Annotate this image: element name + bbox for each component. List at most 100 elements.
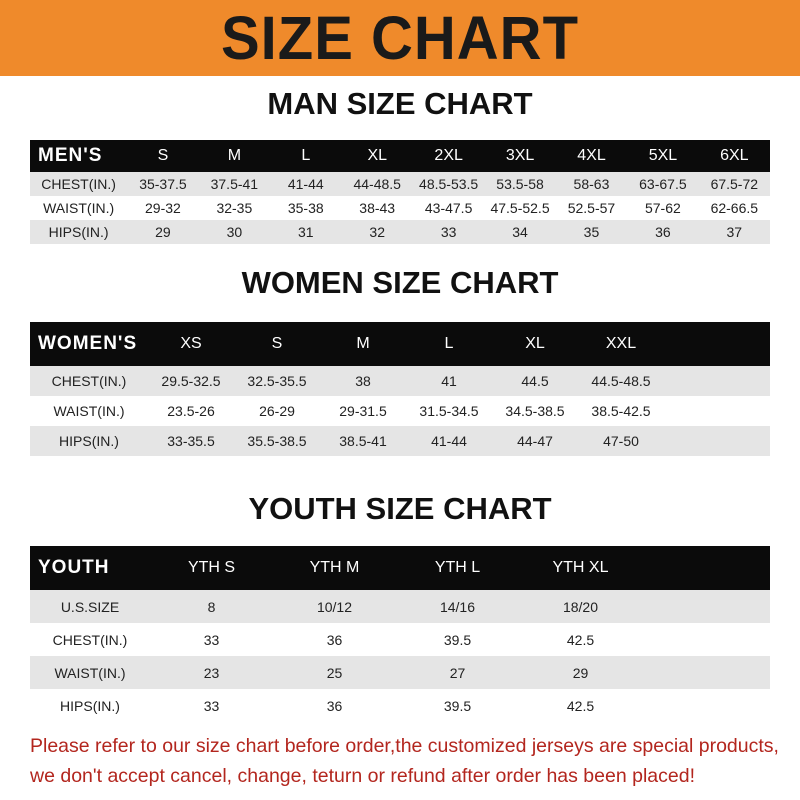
table-row: WAIST(IN.) 29-32 32-35 35-38 38-43 43-47.5 47.…	[30, 196, 770, 220]
table-row: WAIST(IN.) 23.5-26 26-29 29-31.5 31.5-34.5 34…	[30, 396, 770, 426]
table-cell: 33-35.5	[167, 433, 215, 449]
table-cell: 44.5-48.5	[591, 373, 651, 389]
size-header: 3XL	[505, 147, 535, 164]
table-cell: 48.5-53.5	[419, 176, 479, 192]
table-cell: 38-43	[359, 200, 396, 216]
table-cell: 36	[326, 631, 343, 648]
table-cell: 36	[655, 224, 671, 240]
table-cell: 35.5-38.5	[247, 433, 307, 449]
table-cell: 29-31.5	[339, 403, 387, 419]
row-label: WAIST(IN.)	[43, 200, 115, 216]
table-cell: 10/12	[316, 598, 353, 615]
size-header: L	[301, 147, 311, 164]
women-size-table: WOMEN'S XS S M L XL XXL CHEST(IN.) 29.5-32.5 32.5…	[30, 322, 770, 456]
table-cell: 53.5-58	[496, 176, 544, 192]
banner-title: SIZE CHART	[221, 3, 579, 73]
table-row: CHEST(IN.) 29.5-32.5 32.5-35.5 38 41 44.5 44.5…	[30, 366, 770, 396]
table-cell: 26-29	[259, 403, 295, 419]
table-cell: 32	[369, 224, 385, 240]
men-size-table: MEN'S S M L XL 2XL 3XL 4XL 5XL 6XL CHEST(IN.) 35-37…	[30, 140, 770, 244]
size-header: YTH M	[309, 559, 360, 576]
size-header: S	[157, 147, 169, 164]
table-row: HIPS(IN.) 33-35.5 35.5-38.5 38.5-41 41-44 44-…	[30, 426, 770, 456]
table-cell: 47.5-52.5	[490, 200, 550, 216]
size-header: XXL	[605, 335, 637, 352]
row-label: HIPS(IN.)	[59, 433, 119, 449]
size-header: 6XL	[720, 147, 749, 164]
table-row: HIPS(IN.) 33 36 39.5 42.5	[30, 689, 770, 722]
table-cell: 38	[355, 373, 371, 389]
notice-line-2: we don't accept cancel, change, teturn o…	[30, 765, 695, 787]
table-row: U.S.SIZE 8 10/12 14/16 18/20	[30, 590, 770, 623]
title-banner: SIZE CHART	[0, 0, 800, 76]
table-row: CHEST(IN.) 35-37.5 37.5-41 41-44 44-48.5 48.5…	[30, 172, 770, 196]
youth-size-table: YOUTH YTH S YTH M YTH L YTH XL U.S.SIZE 8 10/12…	[30, 546, 770, 722]
table-cell: 44.5	[521, 373, 549, 389]
table-cell: 62-66.5	[710, 200, 759, 216]
table-cell: 44-48.5	[353, 176, 401, 192]
table-cell: 31	[297, 224, 314, 240]
row-label: WAIST(IN.)	[54, 664, 126, 681]
table-cell: 37.5-41	[210, 176, 259, 192]
table-cell: 44-47	[517, 433, 553, 449]
table-cell: 30	[226, 224, 243, 240]
table-cell: 34.5-38.5	[505, 403, 565, 419]
row-label: HIPS(IN.)	[48, 224, 109, 240]
table-header-label: YOUTH	[38, 557, 110, 578]
table-header-label: MEN'S	[38, 145, 103, 166]
table-cell: 36	[326, 697, 343, 714]
table-cell: 37	[726, 224, 743, 240]
header-row: YOUTH YTH S YTH M YTH L YTH XL	[30, 546, 770, 590]
table-cell: 67.5-72	[710, 176, 759, 192]
table-cell: 52.5-57	[567, 200, 616, 216]
youth-section-title: YOUTH SIZE CHART	[248, 491, 552, 526]
size-header: L	[444, 335, 454, 352]
table-cell: 41-44	[287, 176, 324, 192]
table-cell: 41-44	[431, 433, 467, 449]
table-cell: 38.5-42.5	[591, 403, 651, 419]
table-cell: 63-67.5	[639, 176, 687, 192]
row-label: WAIST(IN.)	[53, 403, 125, 419]
table-cell: 33	[203, 631, 220, 648]
table-row: CHEST(IN.) 33 36 39.5 42.5	[30, 623, 770, 656]
table-cell: 38.5-41	[339, 433, 387, 449]
table-cell: 47-50	[603, 433, 639, 449]
size-header: YTH XL	[552, 559, 609, 576]
header-row: WOMEN'S XS S M L XL XXL	[30, 322, 770, 366]
size-header: YTH L	[434, 559, 481, 576]
table-cell: 18/20	[562, 598, 599, 615]
row-label: CHEST(IN.)	[41, 176, 116, 192]
size-header: M	[356, 335, 370, 352]
table-cell: 39.5	[443, 631, 472, 648]
table-row: WAIST(IN.) 23 25 27 29	[30, 656, 770, 689]
size-header: 4XL	[577, 147, 606, 164]
size-header: XL	[367, 147, 388, 164]
table-cell: 8	[207, 598, 216, 615]
table-cell: 33	[203, 697, 220, 714]
table-cell: 29-32	[145, 200, 181, 216]
table-cell: 42.5	[566, 631, 595, 648]
women-section-title: WOMEN SIZE CHART	[241, 265, 559, 300]
table-cell: 33	[440, 224, 457, 240]
size-header: XS	[180, 335, 202, 352]
size-header: XL	[525, 335, 545, 352]
table-cell: 58-63	[573, 176, 610, 192]
table-cell: 32.5-35.5	[247, 373, 307, 389]
table-cell: 32-35	[216, 200, 253, 216]
men-section-title: MAN SIZE CHART	[267, 86, 533, 121]
size-header: 2XL	[434, 147, 463, 164]
table-cell: 23	[203, 664, 220, 681]
row-label: HIPS(IN.)	[60, 697, 120, 714]
row-label: U.S.SIZE	[60, 598, 120, 615]
table-cell: 29	[155, 224, 171, 240]
row-label: CHEST(IN.)	[51, 373, 127, 389]
table-cell: 35	[583, 224, 600, 240]
notice-line-1: Please refer to our size chart before or…	[30, 735, 779, 757]
size-header: YTH S	[187, 559, 236, 576]
table-cell: 27	[449, 664, 466, 681]
table-cell: 34	[512, 224, 528, 240]
size-header: 5XL	[648, 147, 678, 164]
table-cell: 23.5-26	[167, 403, 215, 419]
table-cell: 35-37.5	[139, 176, 187, 192]
table-header-label: WOMEN'S	[38, 333, 138, 354]
